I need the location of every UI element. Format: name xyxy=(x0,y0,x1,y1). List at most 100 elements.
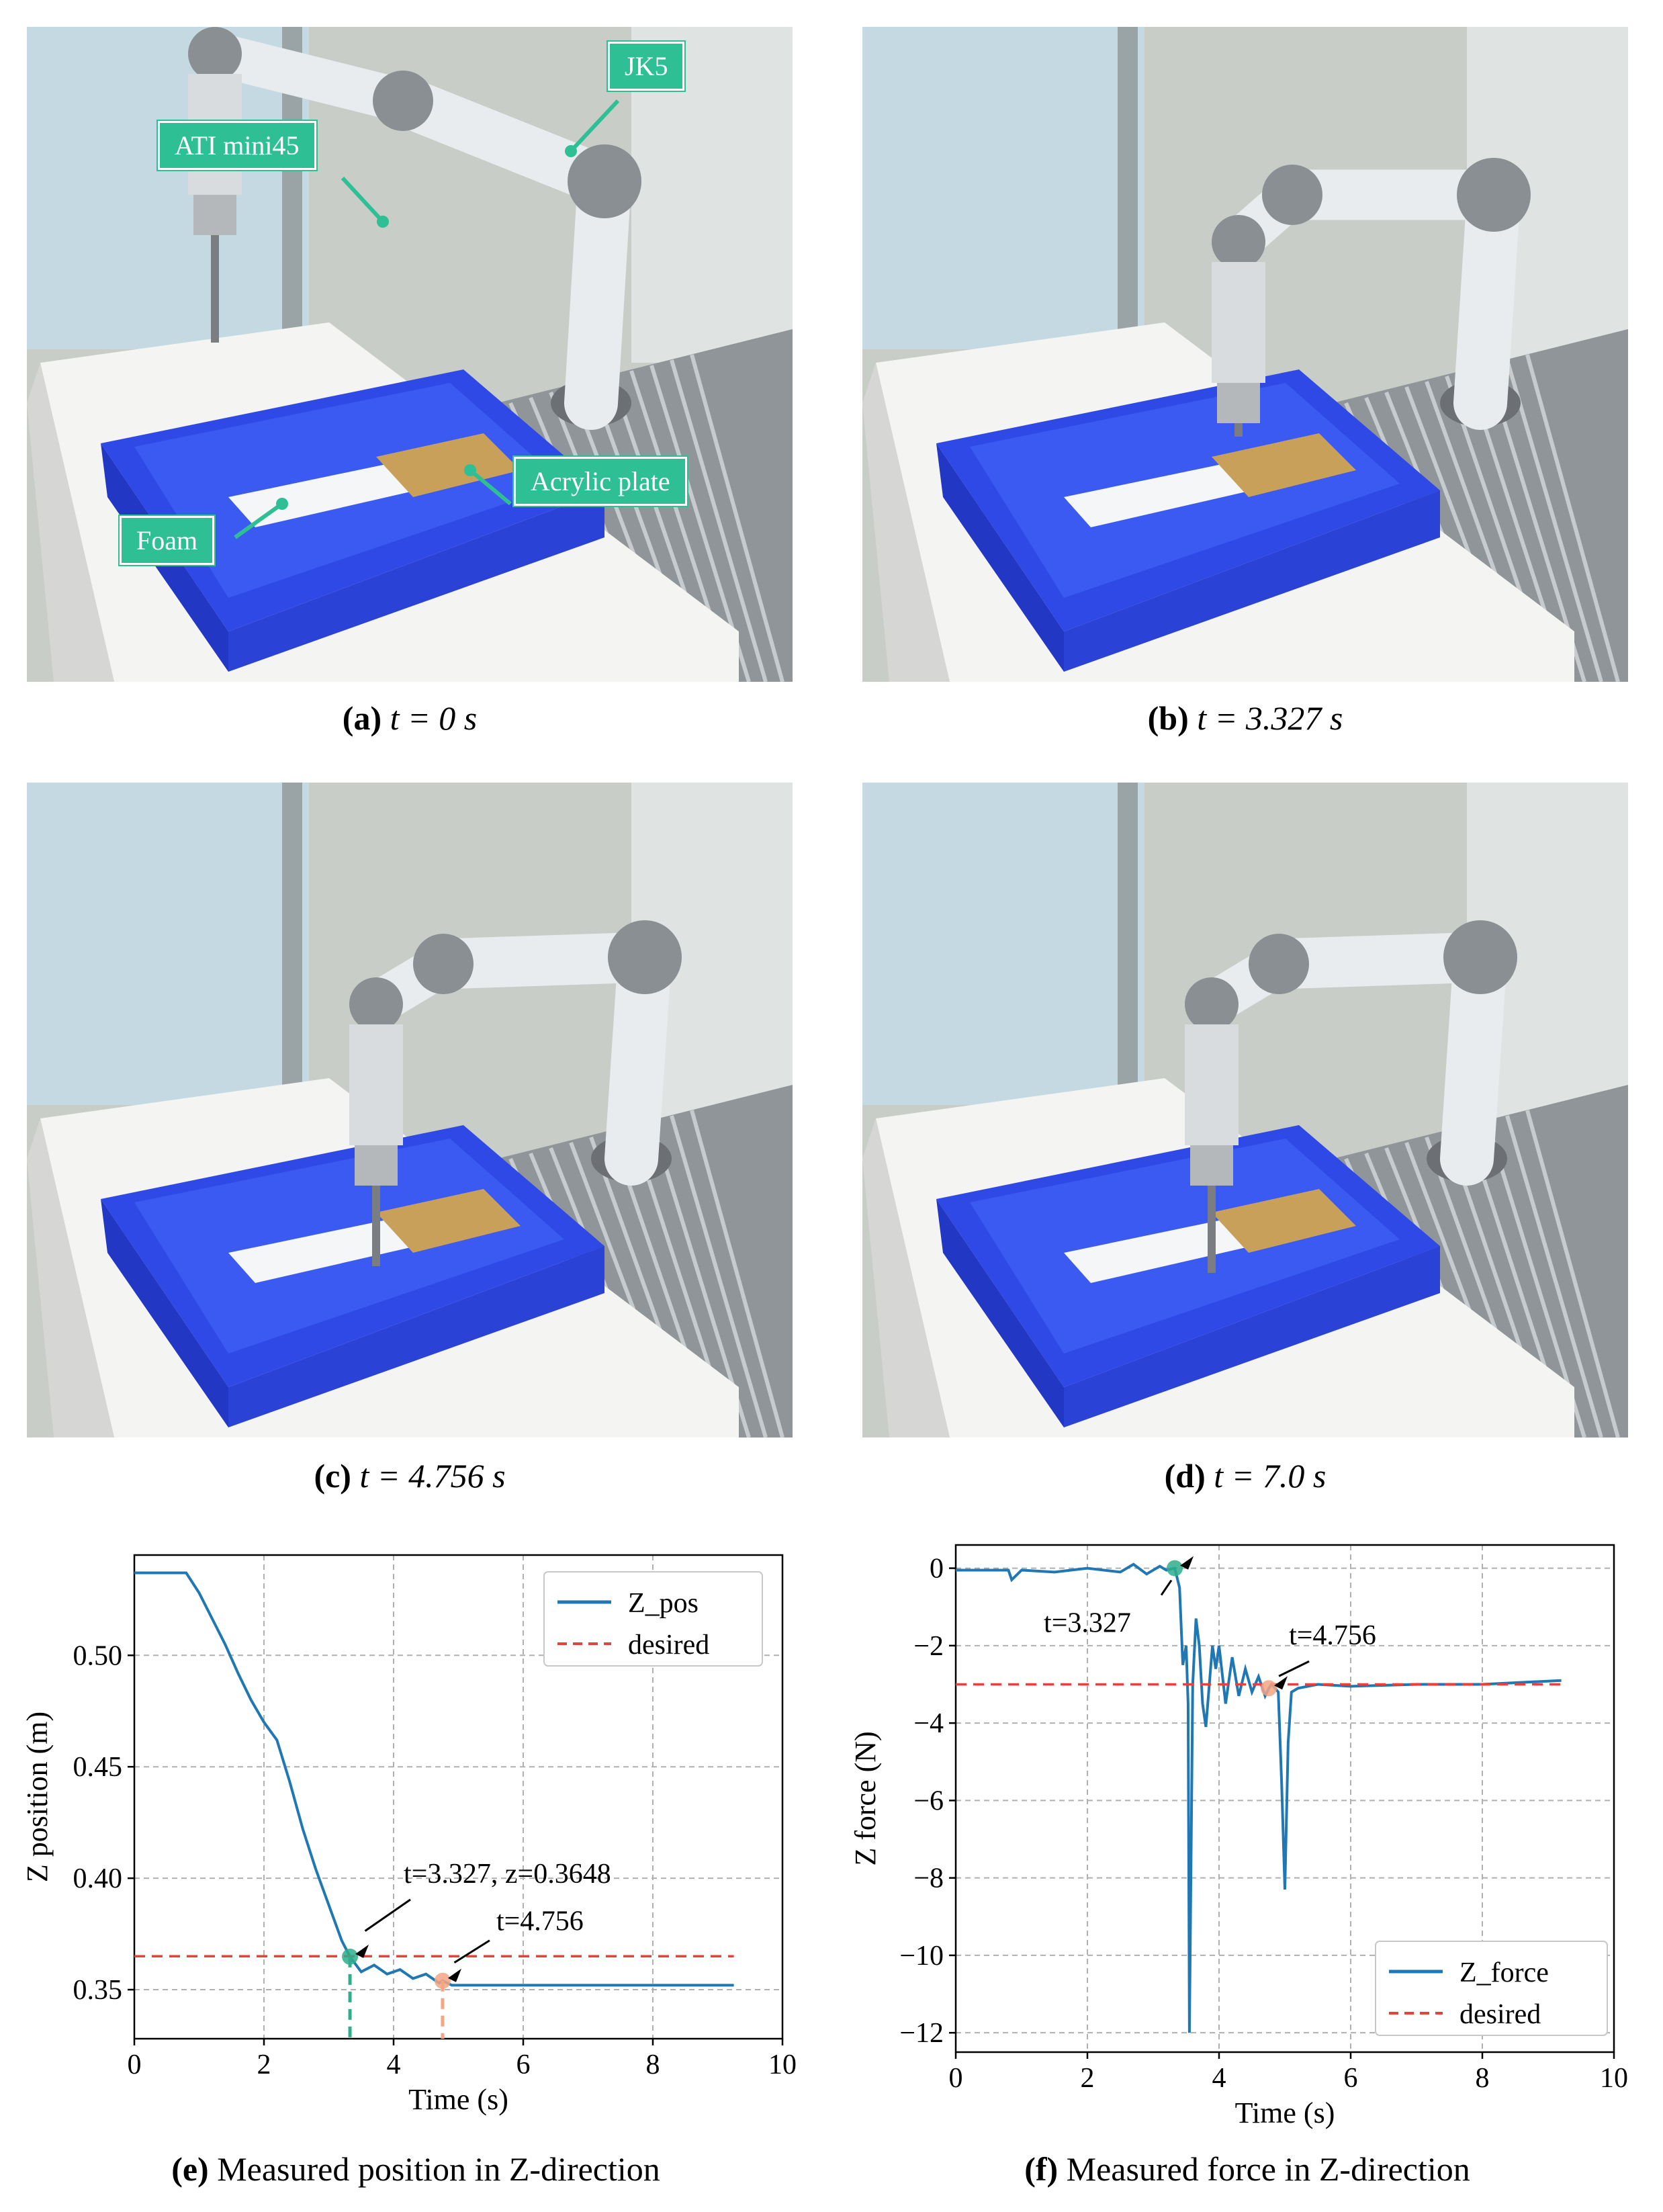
rack-d xyxy=(1333,1085,1628,1437)
probe-b xyxy=(1234,423,1243,437)
robot-joint-shoulder-b xyxy=(1457,158,1531,232)
callout-jk5: JK5 xyxy=(608,42,685,91)
rack-rail-b-9 xyxy=(1525,354,1620,682)
caption-f-letter: (f) xyxy=(1024,2150,1059,2188)
tray-front-d xyxy=(936,1199,1064,1427)
photo-panel-d xyxy=(862,783,1628,1437)
annotation-marker-1 xyxy=(434,1972,451,1989)
annotation-arrowhead-1 xyxy=(1274,1676,1288,1690)
chart-e-svg: 0 2 4 6 8 10 0.35 0.40 0.45 0.50 Time (s) Z positio… xyxy=(21,1554,797,2116)
x-tick-label-0: 0 xyxy=(949,2063,963,2094)
y-axis-label: Z force (N) xyxy=(849,1731,882,1865)
robot-photo-b xyxy=(862,27,1628,682)
arrow-foam-head xyxy=(276,498,288,510)
probe-d xyxy=(1208,1186,1216,1273)
arrow-foam xyxy=(234,502,283,539)
series-Z_pos-line xyxy=(134,1571,734,1987)
caption-e: (e) Measured position in Z-direction xyxy=(0,2150,832,2188)
photo-svg-c xyxy=(27,783,793,1437)
y-tick-label-1: 0.40 xyxy=(73,1863,123,1894)
robot-photo-d xyxy=(862,783,1628,1437)
table-side-a xyxy=(27,363,114,682)
acrylic-plate-b xyxy=(1212,433,1356,497)
y-tick-label-1: −2 xyxy=(913,1631,944,1662)
x-tick-label-0: 0 xyxy=(128,2049,142,2080)
annotation-marker-0 xyxy=(1167,1560,1183,1577)
x-tick-label-4: 8 xyxy=(646,2049,660,2080)
annotation-arrow-0 xyxy=(364,1898,411,1932)
y-tick-label-0: 0 xyxy=(930,1554,944,1585)
x-axis-label: Time (s) xyxy=(1235,2096,1335,2129)
robot-joint-elbow-c xyxy=(413,934,474,994)
table-side-d xyxy=(862,1118,950,1437)
arrow-acrylic-head xyxy=(464,464,476,476)
caption-b: (b) t = 3.327 s xyxy=(862,699,1628,738)
robot-flange-b xyxy=(1212,262,1265,383)
y-tick-label-4: −8 xyxy=(913,1863,944,1894)
chart-f: 0 2 4 6 8 10 0 −2 −4 −6 −8 −10 −12 Time (s) Z force (N… xyxy=(832,1525,1663,2129)
window-c xyxy=(27,783,309,1105)
arrow-acrylic xyxy=(469,468,512,506)
window-frame-c xyxy=(282,783,302,1132)
caption-c-time: t = 4.756 s xyxy=(359,1457,506,1495)
arrow-ati xyxy=(341,176,385,224)
robot-joint-wrist-c xyxy=(349,977,403,1031)
photo-svg-b xyxy=(862,27,1628,682)
robot-photo-a xyxy=(27,27,793,682)
caption-b-letter: (b) xyxy=(1147,699,1189,737)
caption-f: (f) Measured force in Z-direction xyxy=(832,2150,1663,2188)
x-tick-label-1: 2 xyxy=(257,2049,271,2080)
rack-rail-a-8 xyxy=(670,359,768,682)
window-b xyxy=(862,27,1144,349)
robot-photo-c xyxy=(27,783,793,1437)
photo-panel-c xyxy=(27,783,793,1437)
legend-label-Z_pos: Z_pos xyxy=(628,1588,699,1619)
window-frame-d xyxy=(1118,783,1138,1132)
robot-joint-elbow-a xyxy=(373,71,433,131)
annotation-text-1: t=4.756 xyxy=(1289,1620,1376,1651)
y-axis-label: Z position (m) xyxy=(21,1712,54,1882)
x-tick-label-3: 6 xyxy=(1344,2063,1358,2094)
tray-right-d xyxy=(1064,1246,1440,1427)
robot-flange-c xyxy=(349,1024,403,1145)
x-tick-label-4: 8 xyxy=(1476,2063,1490,2094)
caption-f-text: Measured force in Z-direction xyxy=(1066,2150,1470,2188)
arrow-jk5-head xyxy=(565,145,577,157)
acrylic-plate-c xyxy=(376,1189,521,1253)
annotation-text-0: t=3.327, z=0.3648 xyxy=(404,1859,611,1890)
annotation-arrow-1 xyxy=(1278,1660,1310,1677)
robot-joint-elbow-b xyxy=(1262,165,1322,225)
force-sensor-b xyxy=(1217,383,1260,423)
y-tick-label-2: −4 xyxy=(913,1708,944,1739)
annotation-arrow-0 xyxy=(1160,1579,1173,1596)
robot-link3-a xyxy=(193,32,425,123)
foam-c xyxy=(228,1219,416,1283)
robot-joint-wrist-a xyxy=(188,27,242,81)
force-sensor-a xyxy=(193,195,236,235)
y-tick-label-6: −12 xyxy=(899,2018,944,2049)
probe-a xyxy=(211,235,219,343)
x-tick-label-5: 10 xyxy=(1600,2063,1628,2094)
arrow-jk5 xyxy=(569,99,620,153)
robot-joint-shoulder-c xyxy=(608,920,682,994)
plot-frame xyxy=(954,1544,1615,2053)
tray-right-b xyxy=(1064,490,1440,672)
caption-c-letter: (c) xyxy=(314,1457,351,1495)
foam-b xyxy=(1064,463,1252,527)
y-tick-label-3: −6 xyxy=(913,1785,944,1816)
rack-rail-d-8 xyxy=(1505,1115,1603,1437)
caption-a-time: t = 0 s xyxy=(390,699,478,737)
arrow-ati-head xyxy=(377,216,389,228)
x-tick-label-3: 6 xyxy=(516,2049,531,2080)
tray-right-a xyxy=(228,490,604,672)
x-tick-label-2: 4 xyxy=(387,2049,401,2080)
foam-a xyxy=(228,463,416,527)
annotation-arrowhead-0 xyxy=(1180,1556,1194,1570)
caption-d-letter: (d) xyxy=(1164,1457,1206,1495)
acrylic-plate-a xyxy=(376,433,521,497)
legend-label-desired: desired xyxy=(628,1630,709,1661)
callout-acrylic: Acrylic plate xyxy=(514,457,687,506)
table-side-b xyxy=(862,363,950,682)
callout-foam: Foam xyxy=(120,516,215,565)
acrylic-plate-d xyxy=(1212,1189,1356,1253)
